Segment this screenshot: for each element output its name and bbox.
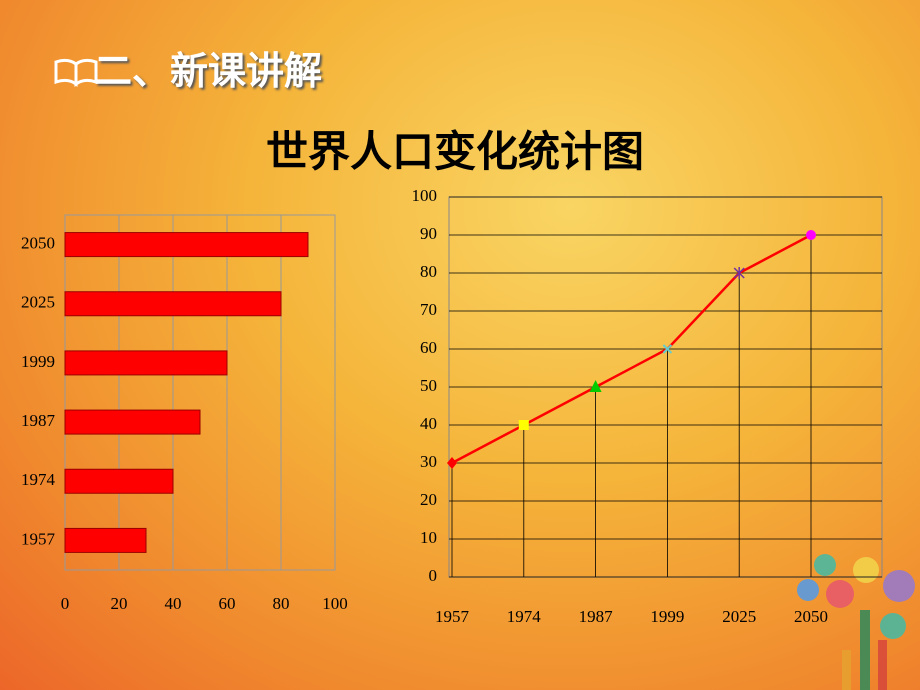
y-tick-label: 100: [412, 186, 438, 205]
x-tick-label: 100: [322, 594, 348, 613]
x-tick-label: 1987: [579, 607, 614, 626]
y-tick-label: 2050: [21, 233, 55, 252]
y-tick-label: 20: [420, 490, 437, 509]
y-tick-label: 1999: [21, 352, 55, 371]
chart-title: 世界人口变化统计图: [265, 127, 644, 176]
y-tick-label: 80: [420, 262, 437, 281]
marker: [806, 230, 816, 240]
marker: [589, 380, 602, 392]
x-tick-label: 2025: [722, 607, 756, 626]
x-tick-label: 0: [61, 594, 70, 613]
x-tick-label: 1957: [435, 607, 470, 626]
x-tick-label: 60: [219, 594, 236, 613]
y-tick-label: 90: [420, 224, 437, 243]
x-tick-label: 2050: [794, 607, 828, 626]
y-tick-label: 2025: [21, 293, 55, 312]
y-tick-label: 1974: [21, 470, 56, 489]
bar: [64, 232, 309, 258]
bar: [64, 409, 201, 435]
plot-area: [64, 214, 336, 571]
section-heading: 二、新课讲解: [94, 49, 323, 93]
y-tick-label: 30: [420, 452, 437, 471]
marker: [662, 344, 673, 354]
bar: [64, 527, 147, 553]
x-tick-label: 20: [111, 594, 128, 613]
y-tick-label: 70: [420, 300, 437, 319]
x-tick-label: 80: [273, 594, 290, 613]
x-tick-label: 1974: [507, 607, 542, 626]
bar: [64, 350, 228, 376]
y-tick-label: 1957: [21, 529, 56, 548]
x-tick-label: 1999: [650, 607, 684, 626]
y-tick-label: 1987: [21, 411, 56, 430]
y-tick-label: 60: [420, 338, 437, 357]
bar: [64, 468, 174, 494]
y-tick-label: 10: [420, 528, 437, 547]
decoration: [797, 554, 915, 690]
marker: [733, 267, 745, 279]
x-tick-label: 40: [165, 594, 182, 613]
y-tick-label: 0: [429, 566, 438, 585]
y-tick-label: 40: [420, 414, 437, 433]
marker: [447, 457, 457, 469]
y-tick-label: 50: [420, 376, 437, 395]
bar: [64, 291, 282, 317]
book-icon: [54, 58, 98, 87]
line: [451, 233, 812, 465]
marker: [518, 420, 529, 430]
